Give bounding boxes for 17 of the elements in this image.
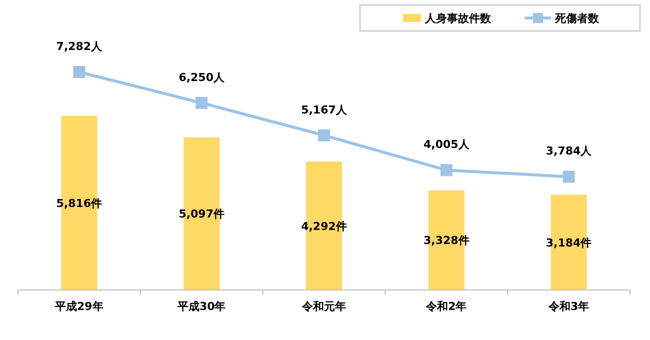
data-label: 7,282人 [56,40,104,53]
data-label: 6,250人 [178,70,226,84]
point [562,170,575,183]
point [196,96,208,109]
point [318,129,330,142]
legend-label: 人身事故件数 [424,12,492,25]
x-tick-label: 平成29年 [54,300,104,313]
data-label: 3,784人 [546,144,593,158]
data-label: 5,167人 [301,103,348,116]
point [73,66,86,78]
x-tick-label: 令和元年 [301,300,346,313]
x-tick-label: 令和3年 [547,300,590,313]
legend-label: 死傷者数 [554,12,600,25]
point [440,164,452,176]
x-tick-label: 平成30年 [176,300,226,313]
data-label: 4,005人 [424,138,470,152]
x-tick-label: 令和2年 [425,300,467,313]
